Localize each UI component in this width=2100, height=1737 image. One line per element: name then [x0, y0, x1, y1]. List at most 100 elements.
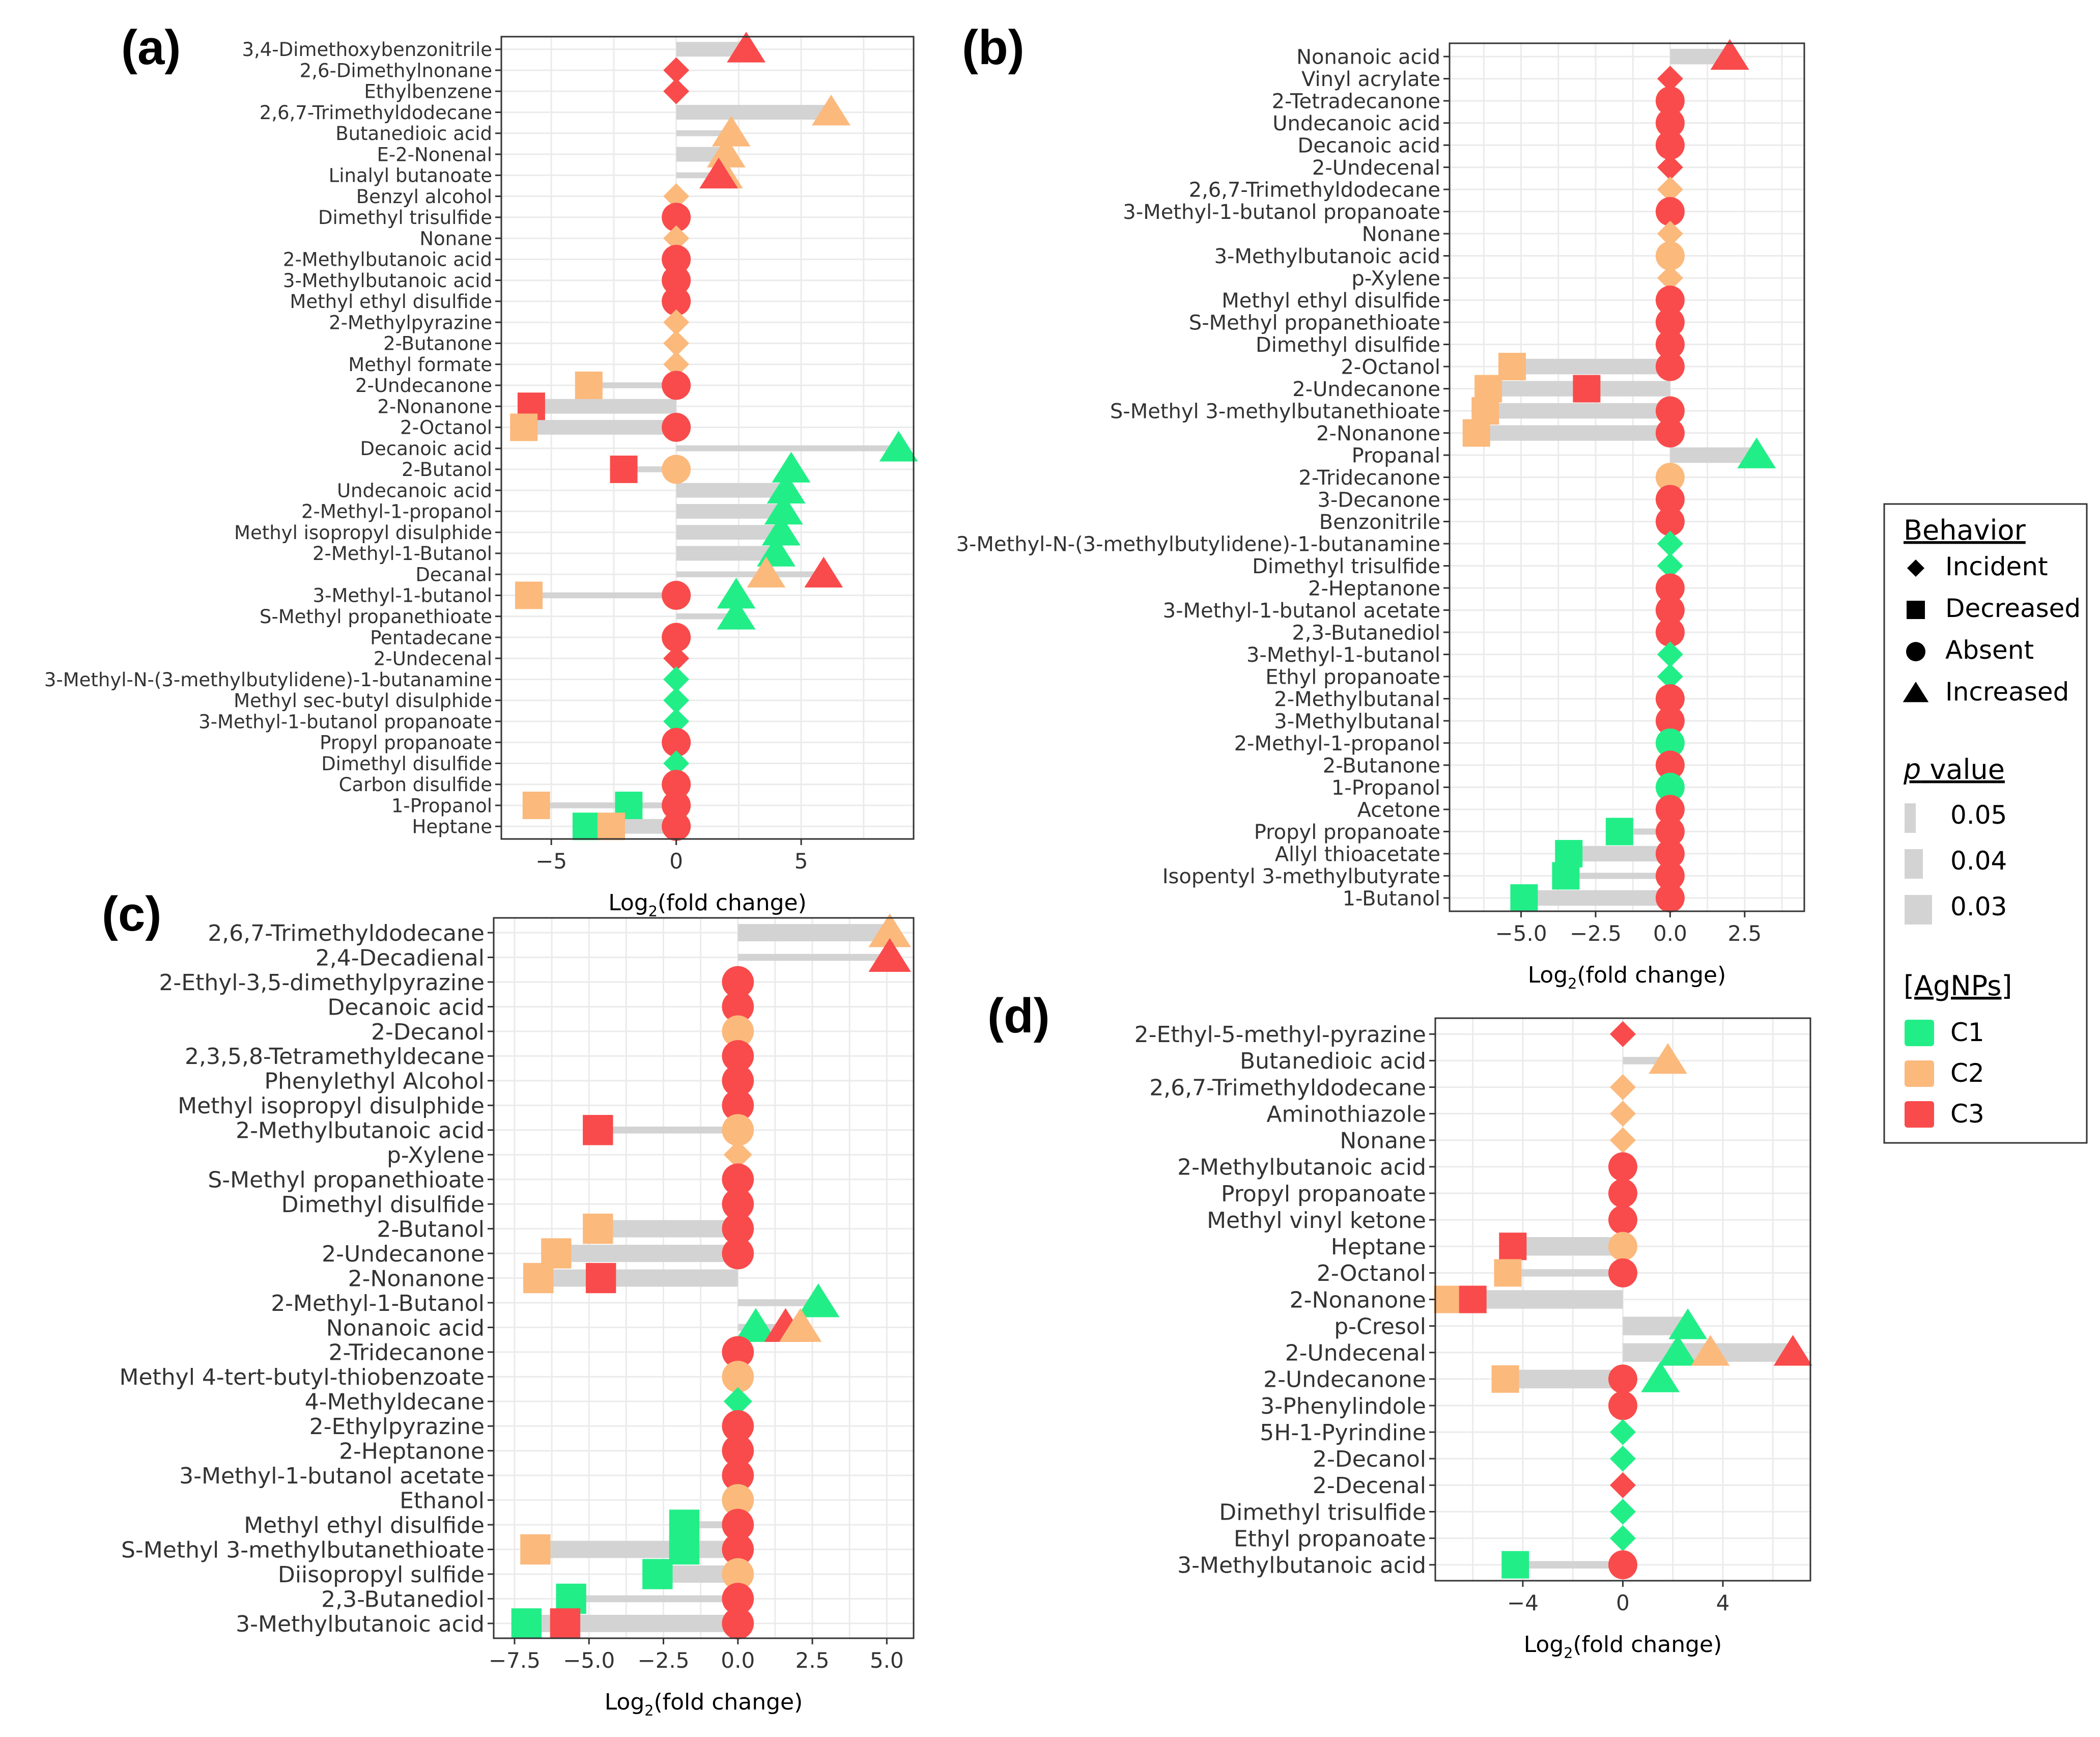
y-tick-label: 2,3-Butanediol — [321, 1586, 485, 1612]
data-point-c3-dia — [1610, 1021, 1636, 1047]
data-point-c2-dia — [663, 330, 690, 356]
data-point-c3-abs — [722, 1435, 754, 1467]
y-tick-label: 2-Decanol — [371, 1019, 485, 1045]
data-point-c2-abs — [1608, 1231, 1637, 1261]
data-point-c1-dec — [572, 813, 600, 841]
significance-bar — [676, 503, 784, 519]
data-point-c3-abs — [722, 1607, 754, 1640]
legend-group-label: C2 — [1950, 1058, 1984, 1088]
y-tick-label: Methyl vinyl ketone — [1207, 1208, 1426, 1234]
data-point-c3-dec — [610, 455, 638, 483]
x-tick-label: −2.5 — [638, 1648, 690, 1673]
data-point-c2-dec — [598, 813, 625, 841]
significance-bar — [676, 105, 831, 120]
y-tick-label: Ethanol — [400, 1488, 485, 1514]
y-tick-label: Diisopropyl sulfide — [278, 1562, 485, 1588]
significance-bar — [676, 172, 724, 179]
data-point-c2-abs — [722, 1015, 754, 1048]
data-point-c3-abs — [722, 1410, 754, 1442]
data-point-c1-inc — [797, 1283, 840, 1318]
y-tick-label: Ethyl propanoate — [1265, 665, 1440, 689]
data-point-c2-inc — [868, 913, 911, 947]
data-point-c1-abs — [1655, 728, 1685, 758]
data-point-c3-abs — [722, 1336, 754, 1368]
y-tick-label: Heptane — [412, 816, 492, 838]
y-tick-label: Ethylbenzene — [364, 81, 492, 103]
y-tick-label: 2-Nonanone — [377, 396, 492, 417]
y-tick-label: Undecanoic acid — [337, 480, 492, 501]
y-tick-label: 2-Undecanone — [1263, 1367, 1426, 1393]
x-axis-label-rest: (fold change) — [654, 1689, 803, 1715]
x-tick-label: 2.5 — [796, 1648, 830, 1673]
panel-letter: (b) — [962, 20, 1025, 75]
data-point-c3-abs — [1655, 750, 1685, 780]
legend-pvalue-bar — [1905, 895, 1932, 924]
y-tick-label: Dimethyl disulfide — [321, 753, 492, 775]
y-tick-label: Butanedioic acid — [1240, 1048, 1426, 1074]
legend-pvalue-bar — [1905, 849, 1923, 879]
significance-bar — [676, 445, 899, 452]
y-tick-label: Decanoic acid — [327, 994, 485, 1020]
data-point-c3-abs — [662, 791, 691, 820]
data-point-c1-dec — [1510, 884, 1538, 912]
y-tick-label: 2-Ethyl-5-methyl-pyrazine — [1134, 1022, 1426, 1048]
data-point-c3-dia — [1657, 66, 1683, 92]
y-tick-label: 2-Undecanone — [355, 375, 492, 397]
y-tick-label: Dimethyl disulfide — [1256, 333, 1440, 357]
significance-bar — [737, 954, 890, 961]
data-point-c3-abs — [722, 1459, 754, 1492]
y-tick-label: 3-Methylbutanal — [1274, 710, 1440, 733]
data-point-c3-abs — [722, 1040, 754, 1072]
data-point-c1-dec — [1605, 818, 1633, 846]
data-point-c3-abs — [1608, 1179, 1637, 1208]
y-tick-label: S-Methyl 3-methylbutanethioate — [121, 1537, 485, 1563]
y-tick-label: p-Xylene — [1351, 267, 1440, 290]
x-tick-label: 0.0 — [721, 1648, 755, 1673]
data-point-c3-abs — [662, 287, 691, 316]
significance-bar — [737, 1299, 818, 1306]
y-tick-label: Ethyl propanoate — [1234, 1526, 1426, 1552]
y-tick-label: Decanal — [415, 564, 492, 585]
y-tick-label: 3-Methyl-N-(3-methylbutylidene)-1-butana… — [44, 669, 492, 691]
data-point-c1-dia — [1657, 663, 1683, 690]
significance-bar — [538, 1269, 738, 1287]
panel-4: (d) 2-Ethyl-5-methyl-pyrazineButanedioic … — [987, 989, 1812, 1662]
y-tick-label: 2-Methyl-1-Butanol — [271, 1291, 485, 1316]
panel-1: (a) 3,4-Dimethoxybenzonitrile2,6-Dimethyl… — [44, 20, 918, 920]
data-point-c1-dec — [1501, 1551, 1529, 1579]
data-point-c1-dia — [1657, 530, 1683, 557]
data-point-c3-abs — [1655, 839, 1685, 868]
y-tick-label: Linalyl butanoate — [329, 165, 492, 187]
significance-bar — [676, 613, 736, 620]
y-tick-label: S-Methyl 3-methylbutanethioate — [1110, 400, 1440, 423]
data-point-c2-dec — [515, 581, 543, 609]
data-point-c3-dec — [1573, 375, 1601, 403]
x-axis-label-subscript: 2 — [644, 1702, 654, 1719]
data-point-c2-abs — [722, 1360, 754, 1393]
significance-bar — [737, 924, 890, 942]
y-tick-label: Heptane — [1331, 1234, 1426, 1260]
y-tick-label: 2-Heptanone — [339, 1439, 485, 1465]
data-point-c2-dec — [583, 1213, 613, 1244]
y-tick-label: 2-Methyl-1-Butanol — [313, 543, 492, 565]
y-tick-label: 5H-1-Pyrindine — [1260, 1420, 1426, 1446]
data-point-c3-abs — [662, 623, 691, 652]
data-point-c3-abs — [662, 580, 691, 610]
data-point-c2-abs — [1655, 241, 1685, 271]
data-point-c2-abs — [722, 1114, 754, 1146]
y-tick-label: Aminothiazole — [1266, 1101, 1426, 1127]
data-point-c3-abs — [1608, 1391, 1637, 1420]
data-point-c3-abs — [722, 1089, 754, 1122]
y-tick-label: 2,3-Butanediol — [1292, 621, 1440, 645]
y-tick-label: Propanal — [1352, 444, 1440, 467]
significance-bar — [676, 571, 824, 577]
data-point-c3-abs — [1655, 595, 1685, 625]
y-tick-label: 2,6-Dimethylnonane — [300, 60, 492, 81]
data-point-c3-dia — [663, 57, 690, 83]
data-point-c3-abs — [1655, 507, 1685, 536]
y-tick-label: 2-Undecanone — [322, 1241, 485, 1267]
data-point-c3-inc — [868, 938, 911, 972]
panel-letter: (a) — [121, 20, 181, 75]
data-point-c1-dia — [663, 666, 690, 692]
y-tick-label: 2-Methylpyrazine — [329, 312, 492, 333]
